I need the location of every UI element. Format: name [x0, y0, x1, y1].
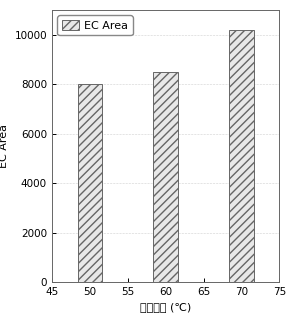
Bar: [229, 30, 253, 282]
Bar: [154, 72, 178, 282]
Legend: EC Area: EC Area: [57, 15, 132, 35]
X-axis label: 萃取温度 (℃): 萃取温度 (℃): [140, 302, 191, 313]
Y-axis label: EC Area: EC Area: [0, 124, 9, 168]
Bar: [78, 84, 102, 282]
